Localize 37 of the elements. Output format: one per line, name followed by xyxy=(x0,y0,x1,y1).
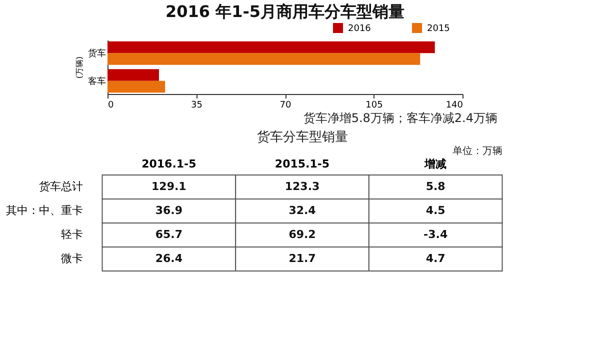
chart-title: 2016 年1-5月商用车分车型销量 xyxy=(165,2,405,21)
data-label: 129.1 xyxy=(152,180,186,193)
data-label: 69.2 xyxy=(288,228,316,241)
data-label: 5.8 xyxy=(426,180,446,193)
y-axis-title: (万辆) xyxy=(75,56,84,79)
x-tick-label: 2016.1-5 xyxy=(142,158,196,170)
data-label: 65.7 xyxy=(155,228,182,241)
x-tick-label: 140 xyxy=(446,100,464,110)
bar xyxy=(108,69,159,81)
legend-label: 2015 xyxy=(427,24,450,34)
data-label: -3.4 xyxy=(424,228,448,241)
y-tick-label: 客车 xyxy=(88,76,106,87)
y-tick-label: 轻卡 xyxy=(60,228,83,241)
data-label: 26.4 xyxy=(155,252,183,265)
x-tick-label: 0 xyxy=(108,100,114,110)
y-tick-label: 货车 xyxy=(88,48,106,60)
bar xyxy=(108,80,166,93)
x-tick-label: 105 xyxy=(366,100,383,110)
x-tick-label: 35 xyxy=(191,100,202,110)
x-tick-label: 2015.1-5 xyxy=(274,158,330,170)
data-label: 4.7 xyxy=(426,252,446,265)
text: 货车净增5.8万辆；客车净减2.4万辆 xyxy=(303,111,498,125)
data-label: 123.3 xyxy=(284,180,320,193)
y-tick-label: 其中：中、重卡 xyxy=(6,204,83,217)
bar xyxy=(108,41,435,54)
y-tick-label: 货车总计 xyxy=(38,180,83,193)
legend-label: 2016 xyxy=(348,24,372,34)
bar xyxy=(108,53,420,65)
chart-title: 货车分车型销量 xyxy=(256,130,348,145)
data-label: 21.7 xyxy=(288,252,316,265)
x-tick-label: 增减 xyxy=(424,158,447,170)
data-label: 36.9 xyxy=(155,204,182,217)
y-tick-label: 微卡 xyxy=(60,252,83,265)
data-label: 32.4 xyxy=(288,204,316,217)
data-label: 4.5 xyxy=(426,204,446,217)
x-tick-label: 70 xyxy=(280,100,292,110)
text: 单位：万辆 xyxy=(452,145,502,157)
